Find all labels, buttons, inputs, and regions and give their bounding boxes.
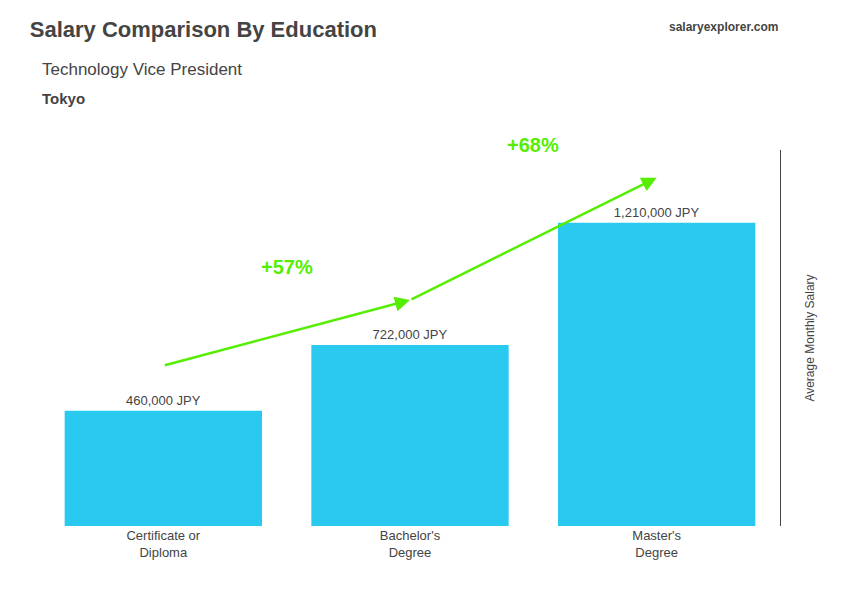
svg-text:722,000 JPY: 722,000 JPY	[373, 327, 448, 342]
svg-text:Technology Vice President: Technology Vice President	[42, 60, 242, 79]
svg-text:Tokyo: Tokyo	[42, 90, 85, 107]
svg-text:1,210,000 JPY: 1,210,000 JPY	[614, 205, 700, 220]
svg-text:460,000 JPY: 460,000 JPY	[126, 393, 201, 408]
svg-text:+68%: +68%	[507, 134, 559, 156]
svg-text:Bachelor'sDegree: Bachelor'sDegree	[380, 528, 441, 560]
svg-text:+57%: +57%	[261, 256, 313, 278]
svg-text:Certificate orDiploma: Certificate orDiploma	[126, 528, 200, 560]
svg-text:Master'sDegree: Master'sDegree	[632, 528, 681, 560]
svg-text:Salary Comparison By Education: Salary Comparison By Education	[30, 17, 377, 42]
svg-text:Average Monthly Salary: Average Monthly Salary	[803, 274, 817, 401]
svg-text:salaryexplorer.com: salaryexplorer.com	[669, 20, 778, 34]
